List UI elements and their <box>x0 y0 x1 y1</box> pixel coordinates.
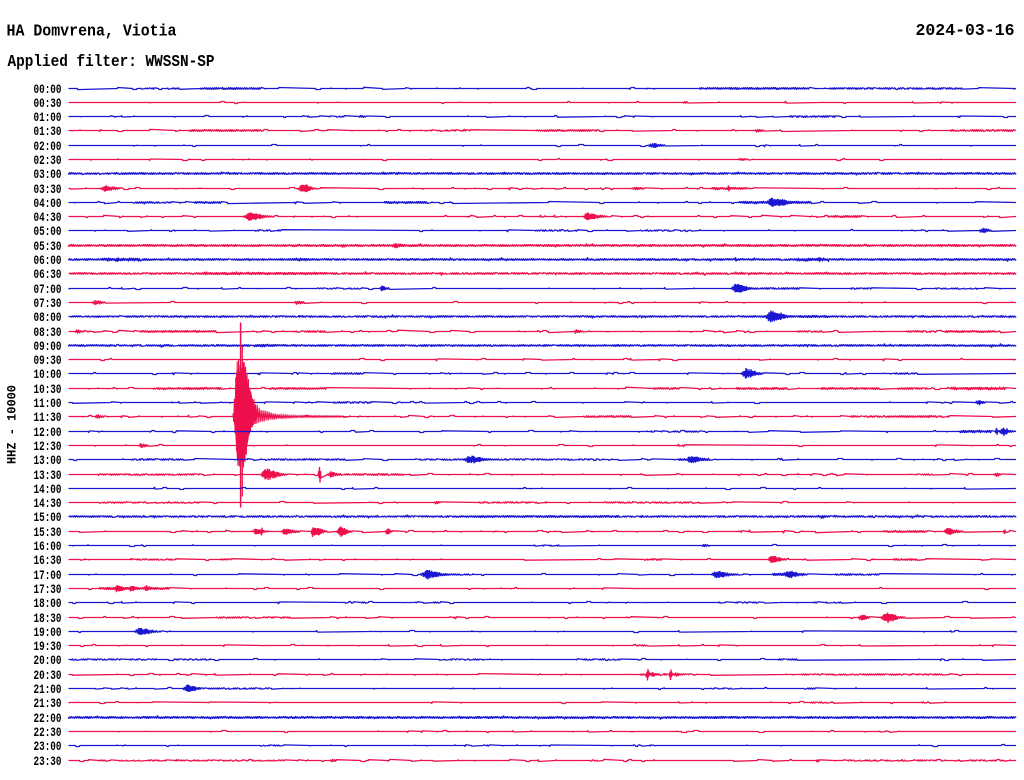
svg-text:09:30: 09:30 <box>34 354 62 368</box>
svg-text:18:30: 18:30 <box>34 612 62 626</box>
svg-text:16:00: 16:00 <box>34 540 62 554</box>
svg-text:10:30: 10:30 <box>34 383 62 397</box>
svg-text:11:00: 11:00 <box>34 397 62 411</box>
svg-text:06:00: 06:00 <box>34 254 62 268</box>
svg-text:15:30: 15:30 <box>34 526 62 540</box>
svg-text:09:00: 09:00 <box>34 340 62 354</box>
svg-text:04:00: 04:00 <box>34 197 62 211</box>
svg-text:03:30: 03:30 <box>34 183 62 197</box>
svg-text:03:00: 03:00 <box>34 168 62 182</box>
svg-text:19:30: 19:30 <box>34 640 62 654</box>
svg-text:02:30: 02:30 <box>34 154 62 168</box>
svg-text:01:30: 01:30 <box>34 125 62 139</box>
svg-text:17:00: 17:00 <box>34 569 62 583</box>
svg-text:2024-03-16: 2024-03-16 <box>916 22 1015 41</box>
svg-text:07:30: 07:30 <box>34 297 62 311</box>
svg-text:00:30: 00:30 <box>34 97 62 111</box>
svg-text:01:00: 01:00 <box>34 111 62 125</box>
svg-text:12:00: 12:00 <box>34 426 62 440</box>
svg-text:16:30: 16:30 <box>34 554 62 568</box>
svg-text:21:00: 21:00 <box>34 683 62 697</box>
svg-text:19:00: 19:00 <box>34 626 62 640</box>
svg-text:17:30: 17:30 <box>34 583 62 597</box>
svg-text:04:30: 04:30 <box>34 211 62 225</box>
svg-text:23:30: 23:30 <box>34 755 62 769</box>
svg-text:08:30: 08:30 <box>34 326 62 340</box>
svg-text:13:00: 13:00 <box>34 454 62 468</box>
svg-text:12:30: 12:30 <box>34 440 62 454</box>
svg-text:06:30: 06:30 <box>34 268 62 282</box>
svg-text:14:00: 14:00 <box>34 483 62 497</box>
svg-text:13:30: 13:30 <box>34 469 62 483</box>
svg-text:HHZ - 10000: HHZ - 10000 <box>6 385 20 464</box>
svg-text:10:00: 10:00 <box>34 368 62 382</box>
svg-text:21:30: 21:30 <box>34 697 62 711</box>
svg-text:23:00: 23:00 <box>34 740 62 754</box>
svg-text:18:00: 18:00 <box>34 597 62 611</box>
svg-text:08:00: 08:00 <box>34 311 62 325</box>
svg-text:Applied filter: WWSSN-SP: Applied filter: WWSSN-SP <box>8 52 215 71</box>
svg-text:05:00: 05:00 <box>34 225 62 239</box>
svg-text:20:00: 20:00 <box>34 654 62 668</box>
svg-text:02:00: 02:00 <box>34 140 62 154</box>
svg-text:00:00: 00:00 <box>34 83 62 97</box>
svg-text:22:00: 22:00 <box>34 712 62 726</box>
svg-text:15:00: 15:00 <box>34 511 62 525</box>
svg-text:14:30: 14:30 <box>34 497 62 511</box>
svg-text:20:30: 20:30 <box>34 669 62 683</box>
svg-text:HA Domvrena, Viotia: HA Domvrena, Viotia <box>7 22 177 41</box>
svg-text:05:30: 05:30 <box>34 240 62 254</box>
svg-text:07:00: 07:00 <box>34 283 62 297</box>
svg-text:11:30: 11:30 <box>34 411 62 425</box>
svg-text:22:30: 22:30 <box>34 726 62 740</box>
